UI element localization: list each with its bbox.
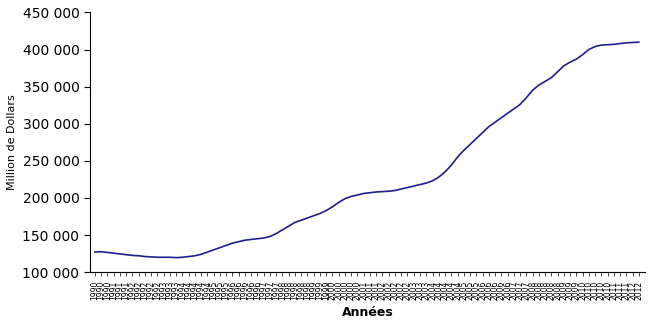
Y-axis label: Million de Dollars: Million de Dollars <box>7 95 17 190</box>
X-axis label: Années: Années <box>342 306 393 319</box>
